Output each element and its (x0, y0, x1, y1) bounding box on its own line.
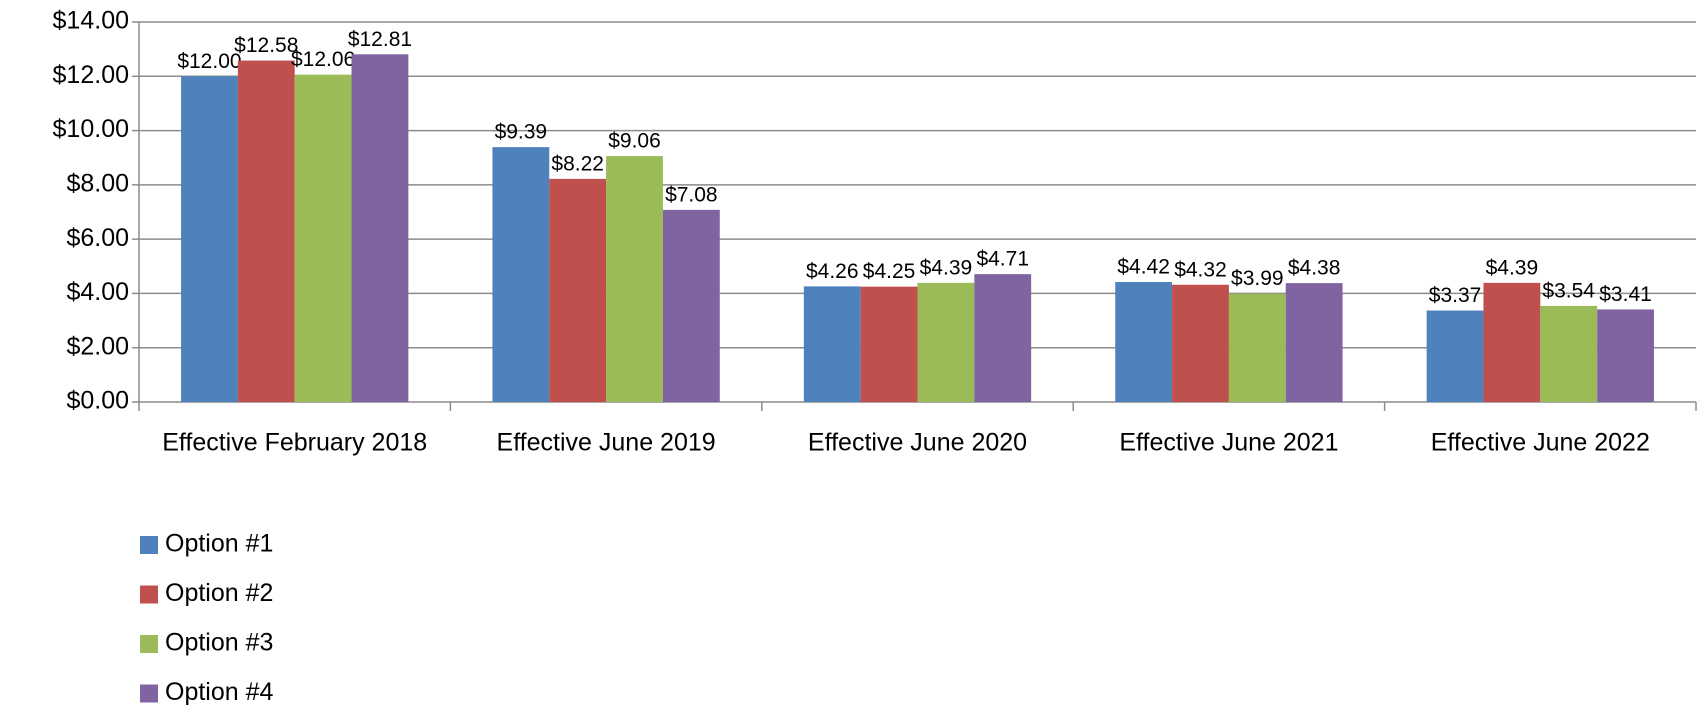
bar (917, 282, 975, 402)
bar (1426, 310, 1484, 402)
legend-label: Option #3 (165, 629, 273, 657)
bar (294, 74, 352, 403)
legend-label: Option #2 (165, 579, 273, 607)
bar (803, 286, 861, 402)
bar (606, 156, 663, 402)
value-label: $4.25 (863, 260, 916, 283)
value-label: $4.26 (806, 260, 859, 283)
legend-swatch (140, 635, 158, 653)
bar (492, 147, 550, 402)
y-tick-label: $0.00 (66, 387, 129, 415)
value-label: $12.00 (177, 50, 241, 73)
bar (1172, 284, 1229, 402)
value-label: $8.22 (551, 152, 604, 175)
value-label: $3.99 (1231, 267, 1284, 290)
bar (549, 178, 607, 402)
value-label: $9.39 (495, 121, 548, 144)
x-tick-label: Effective June 2020 (808, 429, 1027, 457)
value-label: $4.42 (1117, 256, 1170, 279)
value-label: $3.54 (1542, 279, 1595, 302)
value-label: $9.06 (608, 130, 661, 153)
x-tick-label: Effective February 2018 (162, 429, 427, 457)
bar (1115, 282, 1173, 402)
bar (860, 286, 918, 402)
bar (181, 76, 238, 403)
bar (237, 60, 295, 403)
value-label: $3.41 (1599, 283, 1652, 306)
bar (1597, 309, 1654, 402)
value-label: $12.58 (234, 34, 298, 57)
x-tick-label: Effective June 2019 (497, 429, 716, 457)
value-label: $4.39 (1486, 256, 1539, 279)
legend-label: Option #4 (165, 678, 274, 706)
value-label: $12.06 (291, 48, 355, 71)
legend-swatch (140, 585, 158, 604)
y-tick-label: $6.00 (66, 224, 129, 252)
legend-label: Option #1 (165, 530, 273, 558)
y-tick-label: $12.00 (53, 61, 129, 89)
value-label: $12.81 (348, 28, 412, 51)
y-tick-label: $8.00 (66, 169, 129, 197)
value-label: $4.32 (1174, 258, 1227, 281)
y-tick-label: $2.00 (66, 332, 129, 360)
legend-swatch (140, 536, 158, 554)
value-label: $7.08 (665, 183, 718, 206)
value-label: $3.37 (1429, 284, 1482, 307)
bar (974, 274, 1032, 402)
value-label: $4.39 (920, 256, 973, 279)
bar (662, 209, 720, 402)
value-label: $4.71 (976, 248, 1029, 271)
y-tick-label: $4.00 (66, 278, 129, 306)
y-tick-label: $10.00 (53, 115, 129, 143)
y-tick-label: $14.00 (53, 7, 129, 35)
bar (1228, 293, 1286, 402)
bar (1483, 282, 1541, 402)
bar (1540, 305, 1598, 402)
bar (351, 54, 409, 403)
x-tick-label: Effective June 2022 (1431, 429, 1650, 457)
bar (1285, 283, 1343, 402)
legend-swatch (140, 684, 158, 703)
x-tick-label: Effective June 2021 (1119, 429, 1338, 457)
value-label: $4.38 (1288, 257, 1341, 280)
